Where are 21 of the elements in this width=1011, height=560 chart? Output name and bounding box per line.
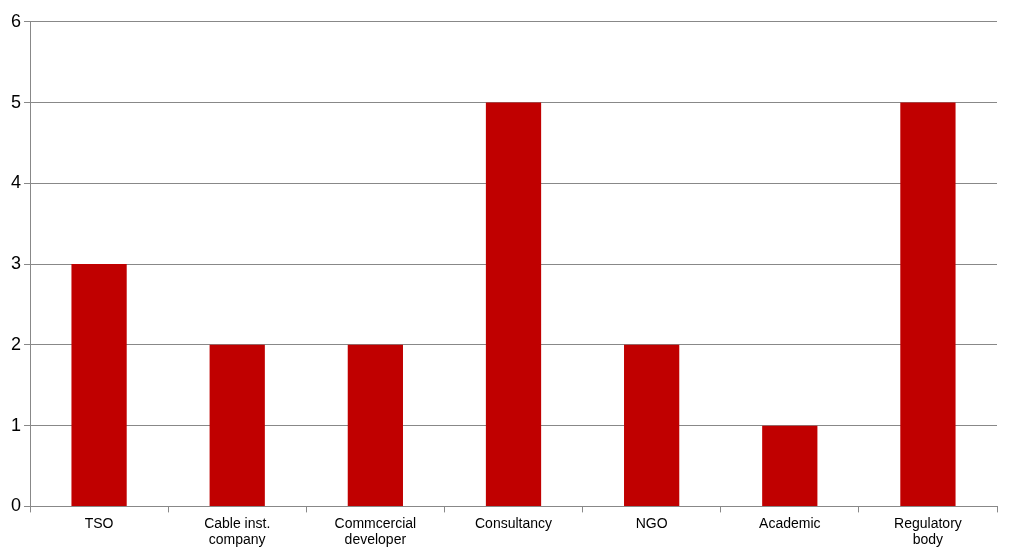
y-tick-label: 0 xyxy=(11,495,22,516)
y-tick-label: 3 xyxy=(11,253,22,274)
x-tick-label: NGO xyxy=(635,514,668,531)
bar xyxy=(71,264,127,506)
x-tick-label: Cable inst. company xyxy=(204,514,271,548)
bar xyxy=(485,102,542,506)
y-tick-label: 1 xyxy=(11,414,22,435)
bar xyxy=(209,344,265,506)
bar xyxy=(347,344,403,506)
bar xyxy=(900,102,956,506)
y-tick-label: 6 xyxy=(11,10,22,31)
x-tick-label: TSO xyxy=(84,514,114,531)
x-tick-label: Regulatory body xyxy=(894,514,962,548)
y-tick-label: 5 xyxy=(11,91,22,112)
bar xyxy=(762,425,818,506)
y-tick-label: 2 xyxy=(11,333,22,354)
x-tick-label: Commcercial developer xyxy=(334,514,417,548)
y-tick-label: 4 xyxy=(11,172,22,193)
x-tick-label: Consultancy xyxy=(474,514,553,531)
bar xyxy=(624,344,680,506)
x-tick-label: Academic xyxy=(759,514,821,531)
